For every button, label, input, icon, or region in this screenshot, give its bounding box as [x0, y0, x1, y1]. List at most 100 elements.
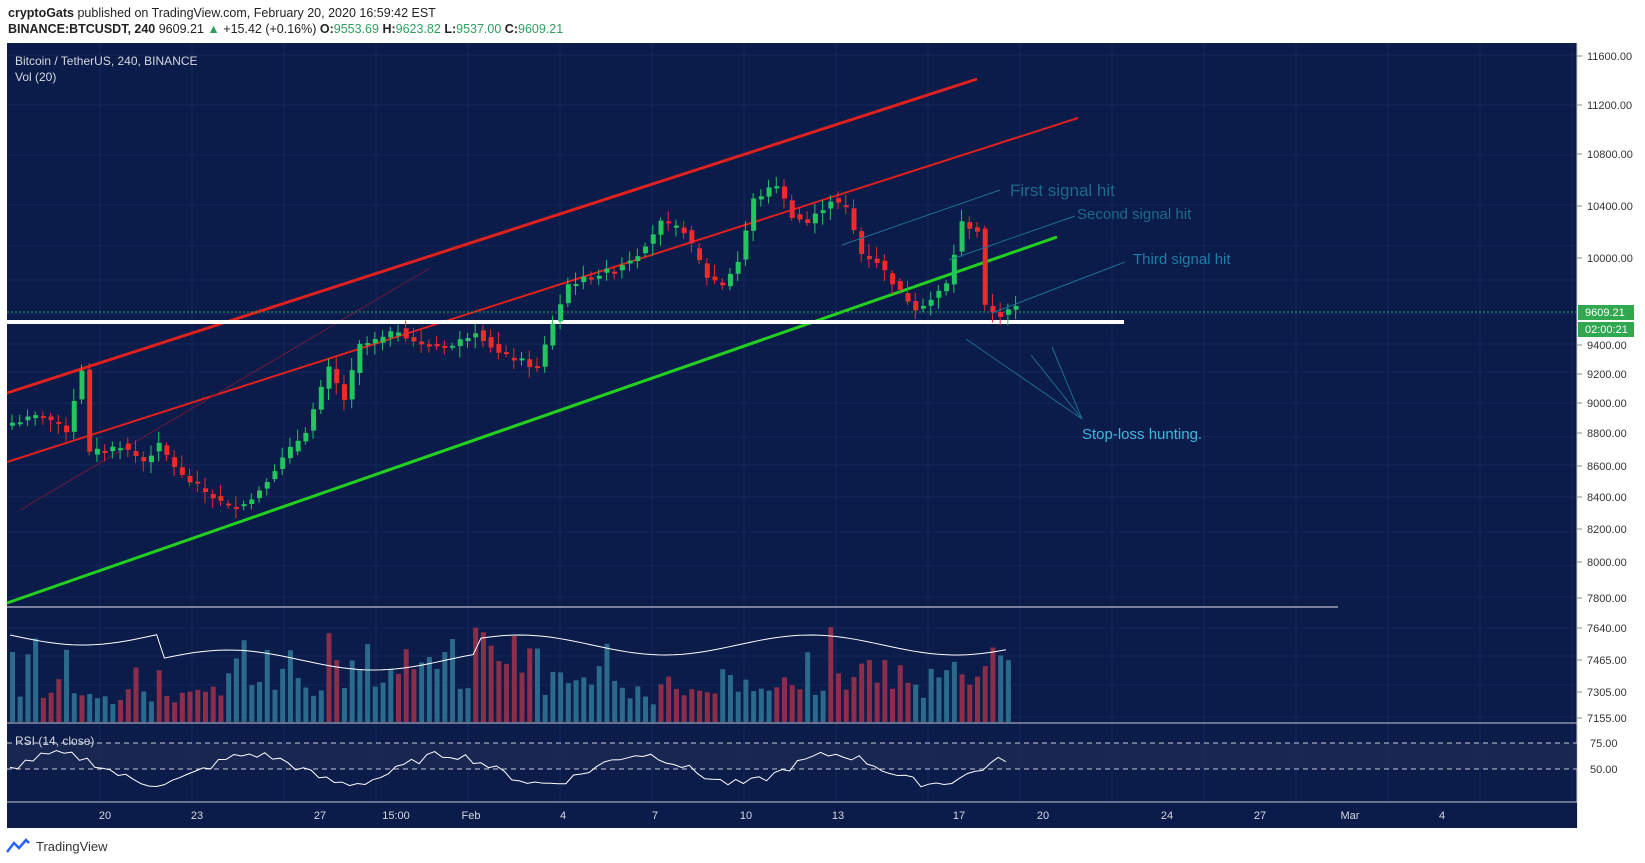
volume-bar — [195, 689, 201, 722]
volume-bar — [511, 635, 517, 722]
volume-bar — [866, 660, 872, 722]
change-value: +15.42 (+0.16%) — [223, 22, 317, 36]
candle-body — [859, 231, 865, 255]
candle-body — [812, 213, 818, 224]
candle-body — [913, 301, 919, 311]
volume-bar — [565, 683, 571, 722]
candle-body — [187, 476, 193, 483]
candle-body — [534, 366, 540, 369]
candle-body — [542, 344, 548, 367]
candle-body — [365, 342, 371, 346]
tradingview-logo[interactable]: TradingView — [6, 838, 108, 854]
volume-bar — [897, 665, 903, 722]
volume-bar — [635, 686, 641, 722]
price-axis-ticks: 11600.00 11200.00 10800.00 10400.00 10000.00… — [1577, 51, 1633, 725]
candle-body — [920, 305, 926, 309]
volume-bar — [673, 688, 679, 722]
volume-bar — [94, 698, 100, 722]
volume-bar — [203, 691, 208, 722]
volume-bar — [604, 643, 610, 722]
candle-body — [326, 366, 332, 389]
candle-body — [820, 210, 826, 214]
volume-bar — [928, 668, 934, 722]
price-tick-label: 8800.00 — [1587, 428, 1627, 440]
candle-body — [704, 263, 710, 278]
volume-bar — [558, 672, 564, 722]
volume-bar — [619, 687, 625, 722]
symbol-label: BINANCE:BTCUSDT, 240 — [8, 22, 156, 36]
candle-body — [210, 493, 216, 499]
volume-bar — [967, 684, 973, 722]
volume-bar — [589, 684, 594, 722]
volume-bar — [581, 677, 587, 722]
volume-bar — [697, 690, 703, 722]
candle-body — [249, 499, 255, 505]
volume-bar — [218, 695, 224, 722]
annotation-second-signal: Second signal hit — [1077, 206, 1192, 223]
candle-body — [519, 358, 525, 361]
open-value: 9553.69 — [333, 22, 379, 36]
candle-body — [442, 345, 448, 348]
price-tick-label: 10800.00 — [1587, 149, 1633, 161]
chart-title: Bitcoin / TetherUS, 240, BINANCE — [15, 54, 198, 68]
volume-bar — [349, 660, 355, 722]
candle-body — [851, 208, 857, 231]
volume-bar — [102, 696, 108, 722]
candle-body — [782, 186, 787, 199]
first-signal-pointer — [841, 189, 1001, 246]
candle-body — [17, 422, 23, 425]
author-name[interactable]: cryptoGats — [8, 6, 74, 20]
volume-bar — [125, 689, 131, 722]
volume-bar — [797, 689, 803, 722]
candle-body — [102, 450, 108, 453]
candle-body — [10, 422, 15, 426]
volume-bar — [820, 690, 826, 722]
volume-bar — [743, 679, 749, 722]
time-tick-label: 20 — [1037, 810, 1049, 822]
candle-body — [828, 201, 834, 209]
quote-line: BINANCE:BTCUSDT, 240 9609.21 ▲ +15.42 (+… — [8, 22, 563, 36]
second-signal-pointer — [948, 215, 1076, 261]
candle-body — [334, 369, 340, 384]
price-tick-label: 11200.00 — [1587, 100, 1632, 112]
rsi-line — [9, 750, 1007, 788]
volume-bar — [542, 694, 548, 722]
volume-bar — [380, 682, 386, 722]
low-label: L: — [444, 22, 457, 36]
time-tick-label: 13 — [832, 810, 844, 822]
candle-body — [303, 432, 309, 442]
volume-bar — [365, 644, 371, 722]
candle-body — [643, 246, 649, 254]
volume-bar — [666, 676, 672, 722]
candle-body — [195, 481, 201, 484]
volume-bar — [87, 693, 93, 722]
candle-body — [33, 415, 39, 419]
candle-body — [349, 370, 355, 400]
candle-body — [311, 409, 317, 431]
candle-body — [797, 214, 803, 220]
volume-bar — [550, 671, 556, 722]
volume-bar — [828, 627, 834, 722]
volume-bar — [596, 666, 602, 722]
candle-body — [450, 345, 456, 348]
volume-bar — [851, 676, 857, 722]
price-tick-label: 8400.00 — [1587, 492, 1627, 504]
time-tick-label: 24 — [1161, 810, 1173, 822]
candle-body — [589, 277, 594, 280]
volume-bar — [473, 627, 479, 722]
volume-bar — [758, 688, 764, 722]
publish-text: published on TradingView.com, February 2… — [74, 6, 436, 20]
time-tick-label: 27 — [314, 810, 326, 822]
candle-body — [836, 198, 842, 203]
candle-body — [951, 254, 957, 285]
volume-bar — [913, 684, 919, 722]
candle-body — [735, 261, 741, 274]
current-price-badge — [1578, 305, 1634, 320]
candle-body — [897, 281, 903, 290]
candle-body — [257, 490, 263, 499]
volume-bar — [936, 677, 942, 722]
last-price: 9609.21 — [158, 22, 204, 36]
time-tick-label: Feb — [462, 810, 481, 822]
time-tick-label: 20 — [99, 810, 111, 822]
